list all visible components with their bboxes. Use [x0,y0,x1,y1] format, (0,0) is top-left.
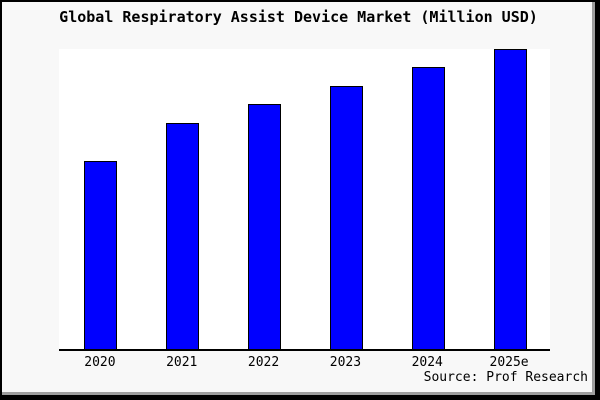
bar-2021 [166,123,200,349]
x-axis-labels: 2020 2021 2022 2023 2024 2025e [59,355,550,371]
bar-2022 [248,103,282,349]
x-tick-label-2021: 2021 [166,355,198,370]
source-text: Source: Prof Research [423,370,588,385]
x-tick-label-2022: 2022 [247,355,280,370]
bar-2020 [84,160,118,349]
x-tick-label-2024: 2024 [411,355,443,370]
x-tick-label-2023: 2023 [329,355,362,370]
plot-area [59,49,550,351]
bar-2023 [329,85,363,349]
x-tick-label-2020: 2020 [84,355,116,370]
bar-2024 [411,67,445,349]
bar-2025e [493,49,527,349]
x-tick-label-2025e: 2025e [489,355,529,370]
chart-title: Global Respiratory Assist Device Market … [59,8,538,26]
